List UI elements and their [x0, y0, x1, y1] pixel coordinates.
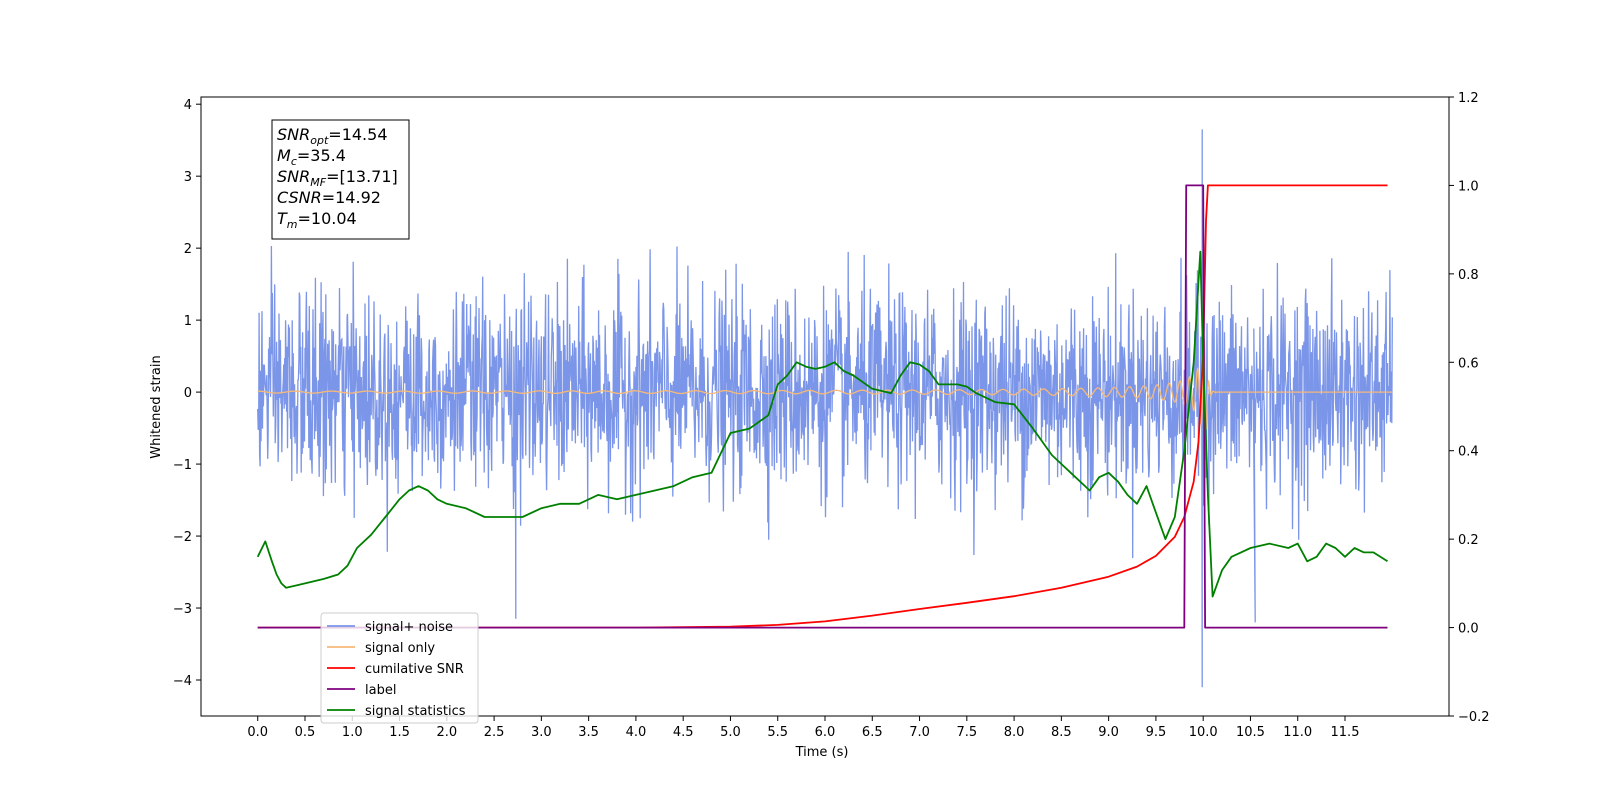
x-tick-label: 3.0: [531, 725, 552, 740]
x-tick-label: 2.0: [436, 725, 457, 740]
annotation-frame: [271, 119, 410, 240]
x-tick-label: 1.0: [342, 725, 363, 740]
x-tick-label: 11.5: [1331, 725, 1360, 740]
x-tick-label: 11.0: [1283, 725, 1312, 740]
x-axis-label: Time (s): [795, 745, 849, 760]
y-left-tick-label: 4: [184, 98, 192, 113]
x-tick-label: 9.0: [1098, 725, 1119, 740]
x-tick-label: 6.5: [862, 725, 883, 740]
y-axis-right-ticks: −0.2 0.0 0.2 0.4 0.6 0.8 1.0 1.2: [1449, 91, 1490, 725]
y-left-tick-label: −4: [173, 674, 192, 689]
annotation-line: CSNR=14.92: [277, 188, 381, 207]
y-left-tick-label: 1: [184, 314, 192, 329]
x-tick-label: 5.5: [767, 725, 788, 740]
x-tick-label: 8.5: [1051, 725, 1072, 740]
series-signal-statistics-line: [256, 250, 1388, 598]
y-right-tick-label: 0.6: [1458, 356, 1479, 371]
y-left-tick-label: −1: [173, 458, 192, 473]
y-axis-left-label: Whitened strain: [149, 355, 164, 458]
x-tick-label: 10.0: [1189, 725, 1218, 740]
x-axis-ticks: 0.0 0.5 1.0 1.5 2.0 2.5 3.0 3.5 4.0 4.5 5.0 5.5 6.0 6…: [247, 716, 1359, 740]
x-tick-label: 7.0: [909, 725, 930, 740]
series-cumulative-snr-line: [257, 184, 1388, 629]
annotation-line: SNRMF=[13.71]: [277, 167, 398, 189]
y-left-tick-label: 0: [184, 386, 192, 401]
y-right-tick-label: 0.0: [1458, 622, 1479, 637]
legend-frame: [320, 612, 479, 724]
legend-label: signal+ noise: [365, 620, 453, 635]
y-left-tick-label: −3: [173, 602, 192, 617]
annotation-line: Tm=10.04: [277, 209, 357, 231]
x-tick-label: 1.5: [389, 725, 410, 740]
y-left-tick-label: −2: [173, 530, 192, 545]
y-right-tick-label: 1.0: [1458, 179, 1479, 194]
x-tick-label: 0.0: [247, 725, 268, 740]
x-tick-label: 10.5: [1236, 725, 1265, 740]
x-tick-label: 6.0: [815, 725, 836, 740]
annotation-line: Mc=35.4: [277, 146, 346, 168]
y-left-tick-label: 3: [184, 170, 192, 185]
plot-series-layer: [256, 129, 1393, 688]
x-tick-label: 7.5: [956, 725, 977, 740]
y-right-tick-label: 1.2: [1458, 91, 1479, 106]
annotation-box: SNRopt=14.54Mc=35.4SNRMF=[13.71]CSNR=14.…: [271, 119, 410, 240]
y-right-tick-label: −0.2: [1458, 710, 1490, 725]
annotation-line: SNRopt=14.54: [277, 125, 388, 147]
y-axis-left-ticks: −4 −3 −2 −1 0 1 2 3 4: [173, 98, 201, 689]
legend-label: signal statistics: [365, 704, 466, 719]
legend-label: label: [365, 683, 396, 698]
x-tick-label: 8.0: [1004, 725, 1025, 740]
x-tick-label: 4.0: [626, 725, 647, 740]
y-right-tick-label: 0.2: [1458, 533, 1479, 548]
y-left-tick-label: 2: [184, 242, 192, 257]
x-tick-label: 3.5: [578, 725, 599, 740]
legend: signal+ noise signal only cumilative SNR la…: [320, 612, 479, 724]
x-tick-label: 5.0: [720, 725, 741, 740]
series-label-line: [257, 184, 1388, 629]
x-tick-label: 9.5: [1146, 725, 1167, 740]
series-signal-noise-line: [257, 129, 1393, 688]
x-tick-label: 0.5: [295, 725, 316, 740]
legend-label: cumilative SNR: [365, 662, 464, 677]
x-tick-label: 4.5: [673, 725, 694, 740]
legend-label: signal only: [365, 641, 435, 656]
x-tick-label: 2.5: [484, 725, 505, 740]
y-right-tick-label: 0.8: [1458, 268, 1479, 283]
y-right-tick-label: 0.4: [1458, 445, 1479, 460]
